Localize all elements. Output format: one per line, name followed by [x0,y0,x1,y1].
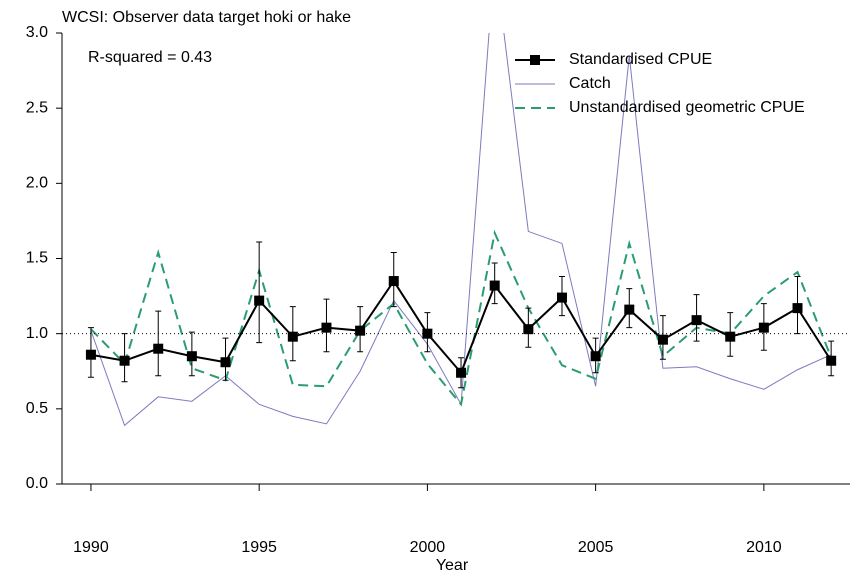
legend-label: Standardised CPUE [569,51,712,68]
y-tick-label: 2.5 [26,99,48,116]
y-tick-label: 0.0 [26,475,48,492]
series-line [90,229,833,407]
error-bar [155,310,162,377]
marker [153,343,164,354]
marker [691,315,702,326]
x-axis-label: Year [436,557,469,574]
marker [119,355,130,366]
x-tick-label: 2005 [578,539,614,556]
marker [590,351,601,362]
marker [186,351,197,362]
legend-label: Catch [569,75,611,92]
marker [355,325,366,336]
x-tick-label: 2010 [746,539,782,556]
annotation: R-squared = 0.43 [88,49,212,66]
marker [624,304,635,315]
y-tick-label: 0.5 [26,400,48,417]
x-tick-label: 2000 [410,539,446,556]
marker [220,357,231,368]
marker [321,322,332,333]
marker [254,295,265,306]
marker [725,331,736,342]
marker [287,331,298,342]
marker [657,334,668,345]
error-bar [256,241,263,344]
y-tick-label: 1.5 [26,250,48,267]
x-tick-label: 1990 [73,539,109,556]
error-bar [155,310,162,377]
marker [489,280,500,291]
legend-marker [530,55,540,65]
y-tick-label: 3.0 [26,24,48,41]
marker [523,324,534,335]
marker [556,292,567,303]
plot-area [85,33,837,427]
y-tick-label: 2.0 [26,175,48,192]
error-bar [256,241,263,344]
marker [388,276,399,287]
marker [85,349,96,360]
marker [792,303,803,314]
marker [456,367,467,378]
legend-label: Unstandardised geometric CPUE [569,99,805,116]
marker [758,322,769,333]
marker [422,328,433,339]
y-tick-label: 1.0 [26,325,48,342]
marker [826,355,837,366]
chart-title: WCSI: Observer data target hoki or hake [62,9,351,26]
x-tick-label: 1995 [241,539,277,556]
